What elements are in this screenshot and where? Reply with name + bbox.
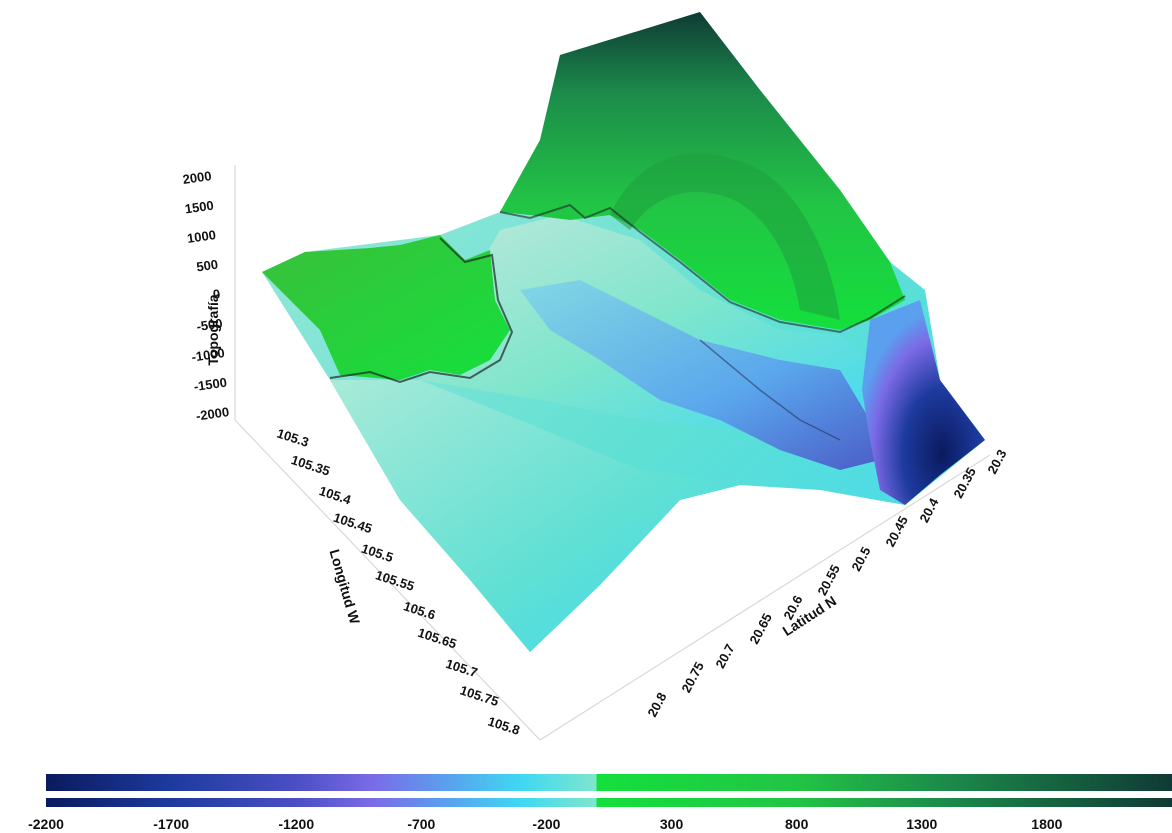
- colorbar-strip-bottom: [46, 798, 1172, 807]
- z-tick-label: -2000: [195, 404, 230, 423]
- longitude-tick-label: 105.6: [402, 598, 438, 622]
- colorbar-tick-label: 800: [785, 816, 809, 832]
- z-tick-label: 1000: [186, 227, 217, 246]
- longitude-tick-label: 105.7: [444, 656, 480, 680]
- surface-left-hills: [262, 235, 510, 380]
- z-tick-label: 2000: [182, 168, 213, 187]
- longitude-axis-title: Longitud W: [327, 547, 364, 626]
- z-tick-label: -1000: [191, 345, 226, 364]
- surface-trench: [520, 280, 880, 470]
- z-axis-ticks: 2000 1500 1000 500 0 -500 -1000 -1500 -2000: [182, 168, 230, 423]
- z-tick-label: -1500: [193, 375, 228, 394]
- surface-ridge: [610, 153, 840, 320]
- latitude-tick-label: 20.7: [712, 641, 737, 670]
- colorbar: -2200 -1700 -1200 -700 -200 300 800 1300 1800: [28, 774, 1172, 832]
- longitude-tick-label: 105.3: [275, 426, 311, 450]
- latitude-tick-label: 20.8: [644, 690, 669, 719]
- trench-fold: [699, 339, 841, 441]
- colorbar-tick-label: 1300: [906, 816, 937, 832]
- colorbar-tick-label: -200: [532, 816, 560, 832]
- colorbar-tick-label: 300: [660, 816, 684, 832]
- topography-surface: [262, 12, 985, 652]
- latitude-tick-label: 20.75: [678, 659, 707, 695]
- latitude-tick-label: 20.3: [984, 447, 1009, 476]
- z-tick-label: 1500: [184, 198, 215, 217]
- colorbar-tick-label: -1700: [153, 816, 189, 832]
- z-tick-label: 500: [195, 257, 219, 275]
- colorbar-tick-label: -2200: [28, 816, 64, 832]
- latitude-tick-label: 20.65: [746, 611, 775, 647]
- latitude-axis-line: [539, 454, 991, 741]
- shoreline-left: [329, 237, 514, 384]
- colorbar-tick-label: -1200: [278, 816, 314, 832]
- latitude-tick-label: 20.35: [950, 465, 979, 501]
- longitude-tick-label: 105.45: [332, 510, 374, 537]
- surface-deep-basin: [862, 300, 985, 505]
- surface-front-basin: [330, 380, 740, 652]
- colorbar-labels: -2200 -1700 -1200 -700 -200 300 800 1300 1800: [28, 816, 1063, 832]
- colorbar-tick-label: 1800: [1031, 816, 1062, 832]
- colorbar-tick-label: -700: [407, 816, 435, 832]
- longitude-tick-label: 105.55: [374, 567, 416, 594]
- z-axis-title: Topografía: [205, 294, 221, 366]
- colorbar-strip-top: [46, 774, 1172, 791]
- longitude-tick-label: 105.4: [317, 483, 353, 508]
- z-tick-label: 0: [212, 286, 221, 302]
- longitude-tick-label: 105.65: [416, 625, 458, 652]
- longitude-tick-label: 105.75: [458, 682, 500, 709]
- z-tick-label: -500: [196, 316, 224, 334]
- longitude-axis-line: [234, 419, 541, 741]
- shoreline-peak: [499, 203, 906, 334]
- longitude-tick-label: 105.35: [289, 452, 331, 479]
- axis-lines: [234, 165, 991, 741]
- latitude-tick-label: 20.5: [848, 544, 873, 573]
- latitude-tick-label: 20.45: [882, 514, 911, 550]
- longitude-tick-label: 105.8: [486, 714, 522, 738]
- longitude-tick-label: 105.5: [360, 541, 396, 565]
